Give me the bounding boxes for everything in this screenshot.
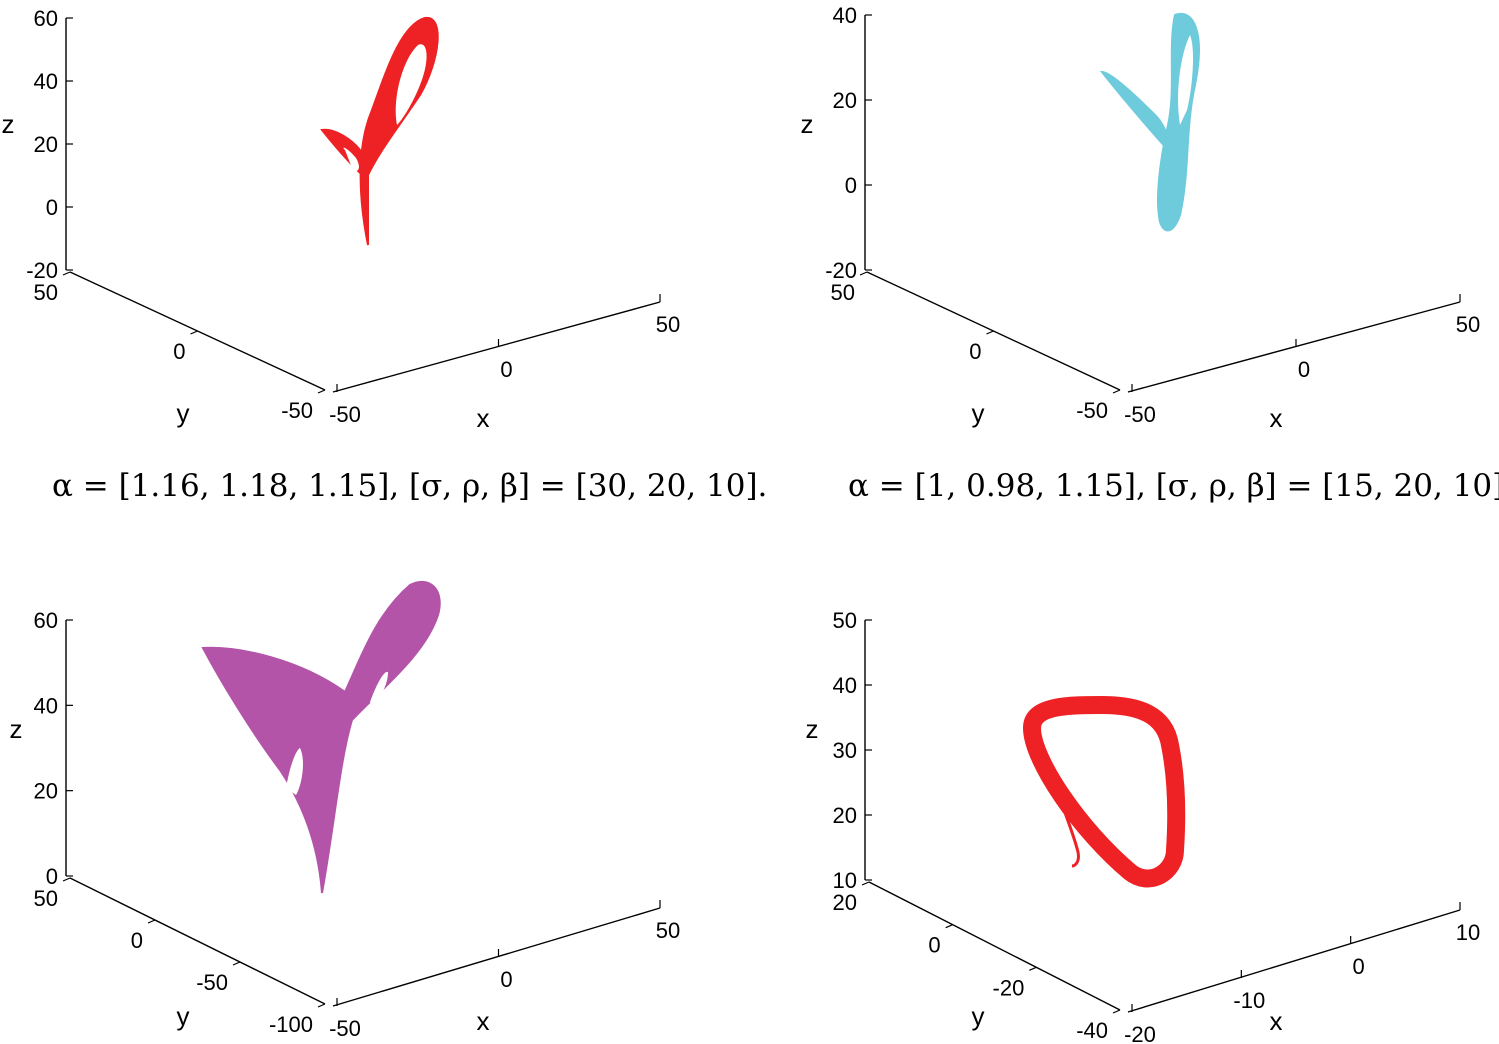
y-tick-label: -50 [196, 970, 228, 995]
y-tick-mark [62, 271, 71, 276]
z-axis-label: z [10, 714, 23, 744]
y-tick-label: 0 [173, 339, 185, 364]
y-tick-mark [317, 1003, 326, 1008]
series-trajectory [1099, 12, 1200, 232]
y-tick-mark [190, 330, 198, 335]
y-tick-mark [62, 877, 71, 882]
x-axis-label: x [1270, 1006, 1283, 1036]
z-tick-label: 0 [845, 173, 857, 198]
y-tick-label: -100 [269, 1012, 313, 1037]
z-tick-label: 40 [34, 693, 58, 718]
y-tick-mark [317, 389, 326, 394]
y-axis-line [69, 877, 326, 1005]
x-axis-label: x [1270, 403, 1283, 433]
x-tick-label: -50 [329, 1016, 361, 1041]
x-axis-line [1127, 301, 1461, 393]
x-tick-label: -20 [1124, 1022, 1156, 1044]
x-tick-label: 0 [500, 967, 512, 992]
z-axis-label: z [2, 109, 15, 139]
x-axis-line [332, 301, 661, 393]
x-axis-label: x [477, 403, 490, 433]
x-tick-label: 10 [1456, 920, 1480, 945]
y-tick-label: 20 [833, 890, 857, 915]
x-tick-label: 50 [1456, 312, 1480, 337]
series-trajectory [201, 580, 441, 894]
z-tick-label: 0 [46, 195, 58, 220]
x-tick-label: 50 [656, 312, 680, 337]
y-tick-label: 50 [34, 280, 58, 305]
z-tick-label: 40 [833, 673, 857, 698]
z-axis-label: z [801, 109, 814, 139]
y-tick-label: -50 [1076, 398, 1108, 423]
y-tick-label: 50 [34, 886, 58, 911]
x-axis-line [1127, 909, 1461, 1013]
x-axis-label: x [477, 1006, 490, 1036]
y-tick-mark [861, 881, 870, 886]
y-tick-label: 0 [928, 933, 940, 958]
z-tick-label: 20 [833, 88, 857, 113]
y-tick-label: 50 [831, 280, 855, 305]
y-axis-label: y [177, 1001, 190, 1031]
chart-panel-2: -20 0 20 40 -50 0 50 -50 0 50 x y z [801, 3, 1481, 433]
y-axis-label: y [177, 398, 190, 428]
z-tick-label: 20 [34, 132, 58, 157]
z-tick-label: -20 [825, 258, 857, 283]
z-tick-label: 20 [34, 779, 58, 804]
z-tick-label: 60 [34, 6, 58, 31]
x-tick-label: -50 [329, 402, 361, 427]
z-tick-label: 20 [833, 803, 857, 828]
x-tick-label: 0 [1298, 357, 1310, 382]
y-tick-mark [1112, 389, 1121, 394]
y-tick-mark [945, 924, 953, 929]
y-tick-mark [1112, 1009, 1121, 1014]
y-tick-mark [986, 330, 994, 335]
panel-caption-2: α = [1, 0.98, 1.15], [σ, ρ, β] = [15, 20… [848, 468, 1499, 504]
z-tick-label: 30 [833, 738, 857, 763]
z-tick-label: 40 [34, 69, 58, 94]
y-tick-label: -40 [1076, 1018, 1108, 1043]
y-tick-mark [1029, 966, 1037, 971]
series-trajectory [320, 16, 439, 246]
x-tick-label: 0 [500, 357, 512, 382]
x-tick-label: 0 [1353, 954, 1365, 979]
y-axis-label: y [972, 398, 985, 428]
z-tick-label: 60 [34, 608, 58, 633]
z-tick-label: 40 [833, 3, 857, 28]
y-tick-label: -50 [281, 398, 313, 423]
series-trajectory [1022, 695, 1186, 888]
z-tick-label: 0 [46, 864, 58, 889]
z-tick-label: 10 [833, 868, 857, 893]
chart-panel-1: -20 0 20 40 60 -50 0 50 -50 0 50 x y z [2, 6, 681, 433]
y-tick-label: 0 [131, 928, 143, 953]
y-tick-label: 0 [969, 339, 981, 364]
panel-caption-1: α = [1.16, 1.18, 1.15], [σ, ρ, β] = [30,… [52, 468, 768, 504]
y-axis-line [868, 881, 1121, 1011]
z-tick-label: -20 [26, 258, 58, 283]
y-tick-mark [232, 961, 241, 966]
x-axis-line [332, 907, 661, 1007]
y-tick-label: -20 [993, 975, 1025, 1000]
x-tick-label: 50 [656, 918, 680, 943]
x-tick-label: -50 [1124, 402, 1156, 427]
z-axis-label: z [806, 714, 819, 744]
y-axis-label: y [972, 1001, 985, 1031]
y-tick-mark [859, 271, 868, 276]
x-tick-label: -10 [1233, 988, 1265, 1013]
y-tick-mark [147, 919, 156, 924]
z-tick-label: 50 [833, 608, 857, 633]
